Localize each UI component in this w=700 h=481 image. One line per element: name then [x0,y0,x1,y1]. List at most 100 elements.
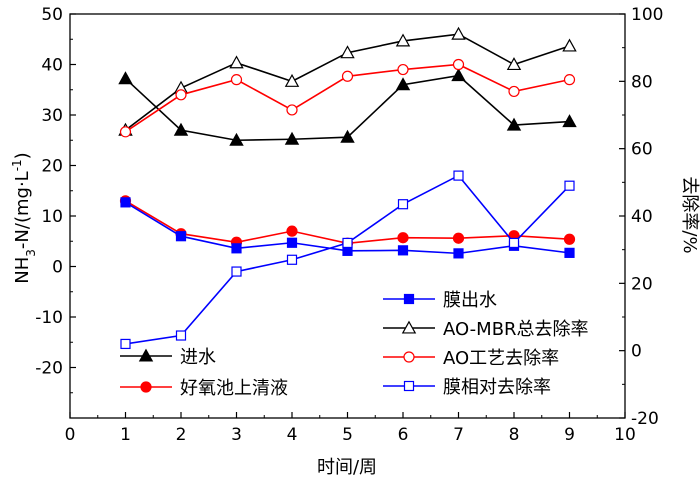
series-2-point [397,232,409,244]
legend-marker [138,348,154,362]
series-3-point [453,248,464,259]
series-5-point [119,126,132,138]
x-tick-label: 3 [231,425,242,445]
series-4-point [395,33,411,47]
legend-label: AO-MBR总去除率 [443,319,589,340]
legend-marker [401,320,417,334]
y-right-tick-label: -20 [631,409,659,429]
x-axis-title: 时间/周 [317,457,377,478]
legend-item: 膜出水 [383,290,497,311]
y-right-axis-title: 去除率/% [679,176,700,253]
y-left-title-sub: 3 [24,249,38,257]
legend-label: 膜出水 [443,290,497,311]
series-2-line [125,200,570,245]
series-5-point [508,85,520,98]
series-6-point [175,330,187,341]
series-6-point [453,170,464,181]
series-5-point [175,89,187,101]
legend-marker [403,351,415,363]
legend-label: AO工艺去除率 [443,348,559,369]
y-left-tick-label: 0 [52,258,63,278]
series-2-point [563,233,576,245]
y-right-tick-label: 20 [631,274,653,294]
series-3-point [231,243,242,254]
x-tick-label: 0 [65,425,76,445]
series-1-point [562,114,577,128]
legend-marker [403,293,415,305]
series-1-point [173,122,189,136]
x-tick-label: 2 [176,425,187,445]
legend-marker [140,381,152,393]
y-right-tick-label: 0 [631,342,642,362]
series-4-point [562,38,577,52]
series-4-point [284,73,300,87]
legend-label: 膜相对去除率 [443,377,551,398]
y-left-axis-title: NH3-N/(mg·L-1) [10,152,38,283]
legend-label: 好氧池上清液 [180,378,288,399]
series-6-point [286,254,298,265]
series-layer [118,26,577,350]
series-3-point [286,237,298,248]
series-4-point [229,55,244,69]
x-tick-label: 9 [564,425,575,445]
legend-marker [403,380,415,392]
series-6 [120,170,575,350]
series-4-point [451,26,466,40]
series-2-point [452,232,465,244]
y-right-tick-label: 100 [631,5,663,25]
y-left-tick-label: 40 [41,56,63,76]
y-left-title-sup: -1 [10,159,24,171]
series-1-point [284,131,300,145]
x-tick-label: 10 [614,425,636,445]
series-6-point [564,180,575,191]
series-5-point [230,74,243,86]
y-left-tick-label: 10 [41,207,63,227]
x-tick-label: 8 [509,425,520,445]
series-3-point [120,197,131,208]
y-left-title-base: NH [12,257,33,284]
x-tick-label: 1 [120,425,131,445]
y-left-title-end: ) [12,152,33,159]
y-left-tick-label: -20 [35,359,63,379]
x-tick-label: 4 [287,425,298,445]
y-left-tick-label: -10 [35,308,63,328]
series-5 [119,58,576,138]
x-tick-label: 6 [398,425,409,445]
series-6-point [231,266,242,277]
series-5-point [397,63,409,76]
y-right-tick-label: 40 [631,207,653,227]
y-right-tick-label: 80 [631,72,653,92]
series-1-point [395,77,411,91]
series-6-point [342,237,353,249]
legend-item: 进水 [120,347,216,368]
y-left-tick-label: 20 [41,157,63,177]
series-1-point [229,132,244,146]
legend-item: 好氧池上清液 [120,378,288,399]
y-left-tick-label: 50 [41,5,63,25]
axes: 0 1 2 3 4 5 6 7 8 9 10-20-1001020304050-2002040608… [35,5,663,445]
legend-item: AO工艺去除率 [383,348,559,369]
series-4-point [506,57,522,71]
legend-item: AO-MBR总去除率 [383,319,589,340]
series-3-point [175,231,187,242]
series-2-point [286,225,298,237]
series-1-point [340,129,355,143]
series-5-point [563,74,576,86]
series-4-point [340,45,355,59]
series-5-point [286,104,298,116]
y-right-tick-label: 60 [631,140,653,160]
series-6-point [508,237,520,249]
series-3 [120,197,575,259]
series-5-point [341,70,354,82]
series-1-point [506,117,522,131]
series-3-point [397,245,409,256]
series-3-point [564,247,575,258]
legend-item: 膜相对去除率 [383,377,551,398]
y-left-tick-label: 30 [41,106,63,126]
series-1 [118,68,577,146]
x-tick-label: 7 [453,425,464,445]
series-6-point [120,338,131,350]
series-5-point [452,58,465,71]
